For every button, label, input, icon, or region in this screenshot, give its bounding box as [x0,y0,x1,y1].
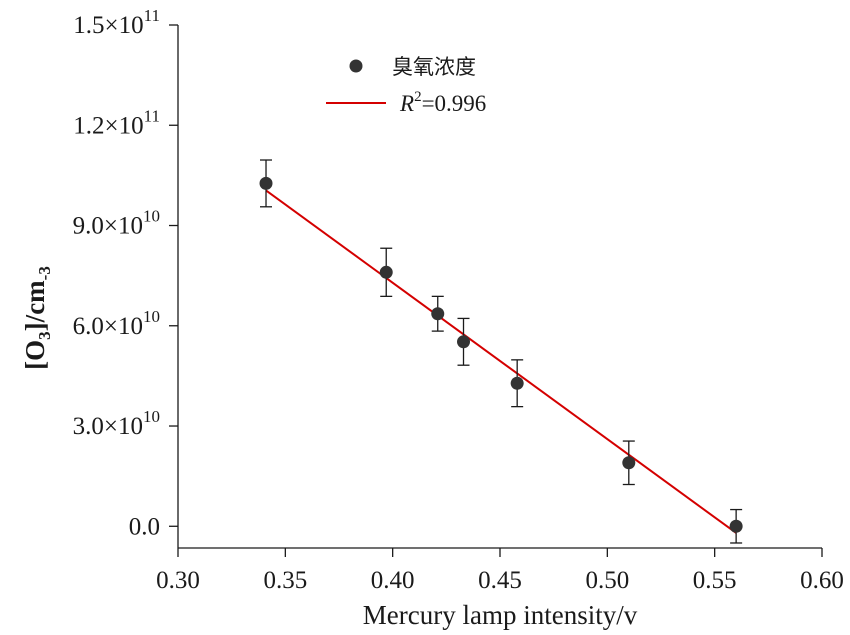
legend-fit-r-sup: 2 [414,89,422,105]
data-point [622,456,636,470]
y-tick-label-exponent: 10 [143,307,160,326]
y-tick-label-exponent: 11 [144,6,160,25]
y-axis-title-unit: /cm [20,280,50,323]
y-tick-label-mantissa: 6.0×10 [73,313,143,340]
x-tick-label: 0.55 [693,567,737,594]
x-tick-label: 0.45 [478,567,522,594]
x-tick-label: 0.50 [585,567,629,594]
y-axis-title-unit-sup: -3 [35,266,54,280]
x-axis-title: Mercury lamp intensity/v [363,600,638,630]
fit-layer [265,189,737,534]
legend: 臭氧浓度 R2=0.996 [326,55,486,116]
data-point [431,307,445,321]
y-axis-title-species-sub: 3 [35,331,54,340]
y-tick-label-exponent: 11 [144,106,160,125]
x-tick-label: 0.30 [156,567,200,594]
y-axis-title: [O3]/cm-3 [20,266,54,370]
data-point [379,265,393,279]
y-tick-label-exponent: 10 [143,207,160,226]
legend-fit-value: =0.996 [422,91,487,116]
y-tick-label-mantissa: 9.0×10 [73,213,143,240]
y-tick-label: 3.0×1010 [73,407,160,440]
y-tick-label: 0.0 [129,513,160,540]
data-point [457,335,471,349]
y-tick-label: 1.2×1011 [73,106,160,139]
y-tick-label-mantissa: 1.5×10 [73,12,143,39]
data-point [510,376,524,390]
x-tick-label: 0.40 [371,567,415,594]
y-tick-label: 9.0×1010 [73,207,160,240]
y-tick-label-mantissa: 3.0×10 [73,413,143,440]
y-axis-title-bracket-close: ] [20,322,50,331]
legend-fit-r: R [399,91,414,116]
legend-label-scatter: 臭氧浓度 [392,55,476,79]
data-point [729,519,743,533]
legend-label-fit: R2=0.996 [399,89,486,116]
legend-marker-scatter [349,59,363,73]
fit-line [265,189,737,534]
data-points [259,159,743,544]
y-tick-label-exponent: 10 [143,407,160,426]
axes [177,25,822,549]
y-tick-label-mantissa: 0.0 [129,513,160,540]
y-tick-label: 1.5×1011 [73,6,160,39]
y-tick-label-mantissa: 1.2×10 [73,112,143,139]
data-point [259,176,273,190]
x-axis-ticks: 0.30 0.35 0.40 0.45 0.50 0.55 0.60 [156,548,844,594]
y-axis-ticks: 0.03.0×10106.0×10109.0×10101.2×10111.5×1… [73,6,178,540]
x-tick-label: 0.35 [263,567,307,594]
x-tick-label: 0.60 [800,567,844,594]
y-tick-label: 6.0×1010 [73,307,160,340]
y-axis-title-species: O [20,340,50,361]
y-axis-title-bracket-open: [ [20,361,50,370]
